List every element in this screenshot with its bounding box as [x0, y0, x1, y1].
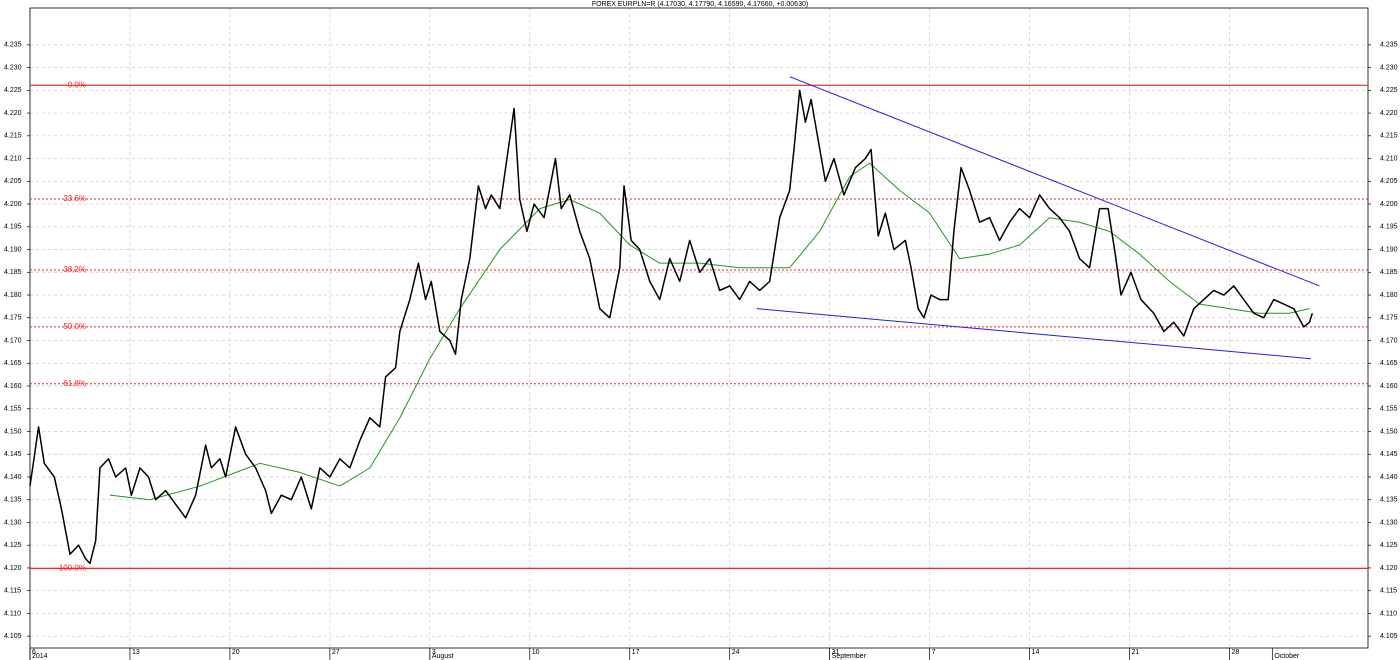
y-tick-label: 4.155 — [4, 406, 22, 413]
x-tick-label: 28 — [1231, 649, 1239, 656]
y-tick-label: 4.185 — [1380, 269, 1398, 276]
y-tick-label: 4.155 — [1380, 406, 1398, 413]
y-tick-label: 4.145 — [4, 451, 22, 458]
x-tick-label: 21 — [1132, 649, 1140, 656]
y-tick-label: 4.200 — [1380, 201, 1398, 208]
y-tick-label: 4.210 — [4, 155, 22, 162]
x-tick-label: 7 — [932, 649, 936, 656]
chart-title: FOREX EURPLN=R (4.17030, 4.17790, 4.1659… — [592, 1, 808, 8]
x-tick-label: 14 — [1032, 649, 1040, 656]
y-tick-label: 4.140 — [1380, 474, 1398, 481]
moving-average — [109, 162, 1310, 501]
fib-label: 0.0% — [68, 80, 86, 89]
fib-label: 50.0% — [63, 322, 86, 331]
y-tick-label: 4.120 — [4, 565, 22, 572]
y-tick-label: 4.230 — [4, 64, 22, 71]
y-tick-label: 4.135 — [4, 497, 22, 504]
y-tick-label: 4.235 — [1380, 42, 1398, 49]
y-tick-label: 4.190 — [4, 246, 22, 253]
y-tick-label: 4.195 — [4, 224, 22, 231]
y-tick-label: 4.105 — [1380, 633, 1398, 640]
y-tick-label: 4.210 — [1380, 155, 1398, 162]
trend-line — [789, 76, 1320, 287]
y-tick-label: 4.135 — [1380, 497, 1398, 504]
trend-line — [756, 308, 1311, 360]
y-tick-label: 4.205 — [4, 178, 22, 185]
y-tick-label: 4.105 — [4, 633, 22, 640]
y-tick-label: 4.235 — [4, 42, 22, 49]
y-tick-label: 4.165 — [1380, 360, 1398, 367]
y-tick-label: 4.120 — [1380, 565, 1398, 572]
period-label: September — [832, 653, 867, 660]
y-tick-label: 4.125 — [1380, 542, 1398, 549]
x-tick-label: 13 — [132, 649, 140, 656]
y-tick-label: 4.140 — [4, 474, 22, 481]
plot-frame — [29, 7, 1369, 649]
y-tick-label: 4.175 — [4, 315, 22, 322]
y-tick-label: 4.195 — [1380, 224, 1398, 231]
y-tick-label: 4.220 — [1380, 110, 1398, 117]
y-tick-label: 4.110 — [1380, 610, 1397, 617]
y-tick-label: 4.150 — [1380, 428, 1398, 435]
period-label: August — [432, 653, 454, 660]
y-tick-label: 4.110 — [4, 610, 21, 617]
fib-label: 38.2% — [63, 265, 86, 274]
y-tick-label: 4.215 — [4, 133, 22, 140]
y-tick-label: 4.145 — [1380, 451, 1398, 458]
price-line — [29, 89, 1314, 565]
y-tick-label: 4.225 — [4, 87, 22, 94]
y-tick-label: 4.215 — [1380, 133, 1398, 140]
x-tick-label: 27 — [332, 649, 340, 656]
y-tick-label: 4.175 — [1380, 315, 1398, 322]
y-tick-label: 4.230 — [1380, 64, 1398, 71]
y-tick-label: 4.170 — [4, 337, 22, 344]
fib-label: 23.6% — [63, 194, 86, 203]
y-tick-label: 4.220 — [4, 110, 22, 117]
y-tick-label: 4.170 — [1380, 337, 1398, 344]
x-tick-label: 6 — [32, 649, 36, 656]
y-tick-label: 4.150 — [4, 428, 22, 435]
x-tick-label: 17 — [632, 649, 640, 656]
fib-label: 100.0% — [59, 564, 86, 573]
y-tick-label: 4.125 — [4, 542, 22, 549]
x-tick-label: 10 — [532, 649, 540, 656]
y-tick-label: 4.160 — [4, 383, 22, 390]
y-tick-label: 4.160 — [1380, 383, 1398, 390]
y-tick-label: 4.130 — [1380, 519, 1398, 526]
period-label: 2014 — [32, 653, 48, 660]
period-label: October — [1274, 653, 1300, 660]
x-tick-label: 24 — [732, 649, 740, 656]
y-tick-label: 4.115 — [1380, 588, 1397, 595]
y-tick-label: 4.225 — [1380, 87, 1398, 94]
y-tick-label: 4.185 — [4, 269, 22, 276]
y-tick-label: 4.200 — [4, 201, 22, 208]
x-tick-label: 31 — [832, 649, 840, 656]
x-tick-label: 20 — [232, 649, 240, 656]
y-tick-label: 4.180 — [1380, 292, 1398, 299]
y-tick-label: 4.130 — [4, 519, 22, 526]
y-tick-label: 4.205 — [1380, 178, 1398, 185]
y-tick-label: 4.165 — [4, 360, 22, 367]
y-tick-label: 4.180 — [4, 292, 22, 299]
x-tick-label: 3 — [432, 649, 436, 656]
y-tick-label: 4.115 — [4, 588, 21, 595]
fib-label: 61.8% — [63, 379, 86, 388]
y-tick-label: 4.190 — [1380, 246, 1398, 253]
